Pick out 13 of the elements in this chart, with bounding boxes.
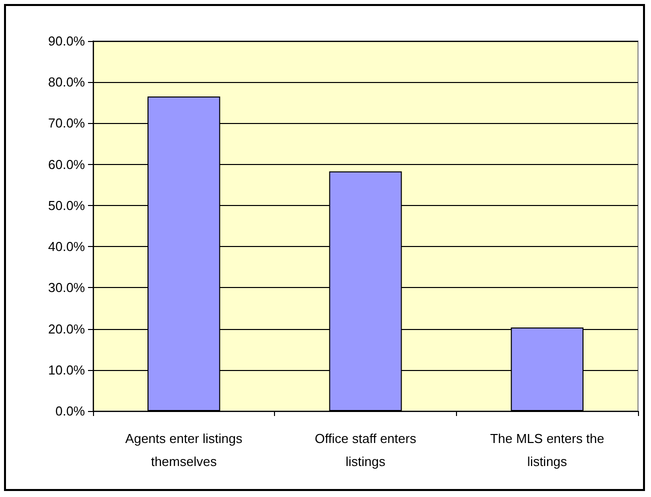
x-tick-label: Agents enter listings themselves [125,431,243,469]
x-tick-label: The MLS enters the listings [490,431,604,469]
y-tick-label: 50.0% [48,198,86,213]
y-tick-label: 0.0% [55,404,86,418]
y-tick-label: 10.0% [48,362,86,378]
y-tick-label: 80.0% [48,74,86,90]
y-tick-label: 60.0% [48,156,86,172]
x-tick-label: Office staff enters listings [314,431,417,469]
y-tick-label: 70.0% [48,116,86,131]
y-tick-label: 40.0% [48,239,86,254]
y-tick-label: 30.0% [48,280,86,296]
y-tick-label: 20.0% [48,321,86,336]
y-tick-label: 90.0% [48,34,86,48]
